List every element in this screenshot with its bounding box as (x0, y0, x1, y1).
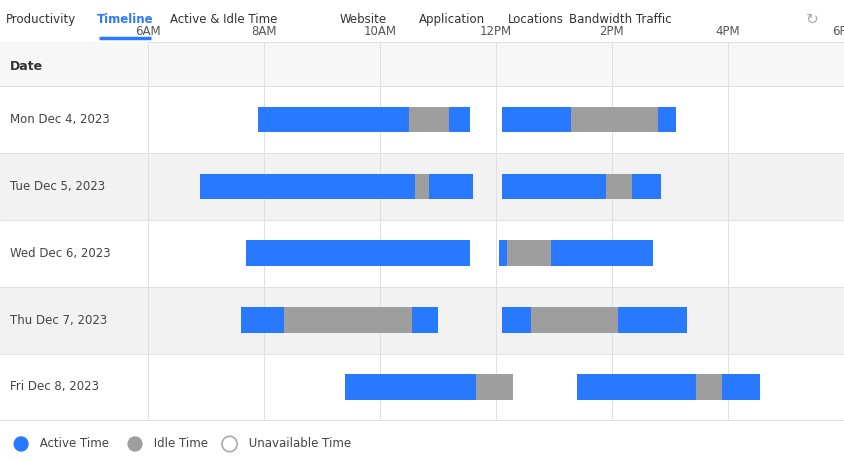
Bar (148, 86, 844, 153)
Bar (722, 374, 760, 400)
Bar (0, 86, 148, 153)
Bar (501, 106, 571, 132)
Text: Fri Dec 8, 2023: Fri Dec 8, 2023 (10, 380, 100, 394)
Bar (449, 106, 470, 132)
Text: Tue Dec 5, 2023: Tue Dec 5, 2023 (10, 180, 106, 193)
Ellipse shape (14, 436, 29, 452)
Text: Bandwidth Traffic: Bandwidth Traffic (569, 12, 672, 25)
Text: Active Time: Active Time (36, 437, 109, 450)
Text: Productivity: Productivity (5, 12, 76, 25)
Bar (632, 173, 661, 199)
Bar (345, 374, 475, 400)
Bar (414, 173, 429, 199)
Text: Date: Date (10, 60, 43, 73)
Bar (200, 173, 414, 199)
Text: Website: Website (339, 12, 387, 25)
Text: Unavailable Time: Unavailable Time (245, 437, 351, 450)
Bar (0, 287, 148, 354)
Bar (241, 307, 284, 333)
Bar (0, 354, 148, 420)
Bar (284, 307, 412, 333)
Bar (696, 374, 722, 400)
Text: Idle Time: Idle Time (150, 437, 208, 450)
Bar (148, 220, 844, 287)
Bar (246, 241, 470, 266)
Text: Thu Dec 7, 2023: Thu Dec 7, 2023 (10, 313, 107, 326)
Text: Locations: Locations (508, 12, 564, 25)
Bar (507, 241, 551, 266)
Bar (148, 42, 844, 86)
Bar (577, 374, 696, 400)
Bar (408, 106, 449, 132)
Bar (0, 153, 148, 220)
Bar (531, 307, 618, 333)
Text: ↻: ↻ (805, 12, 819, 27)
Bar (501, 173, 606, 199)
Bar (148, 354, 844, 420)
Text: Active & Idle Time: Active & Idle Time (170, 12, 278, 25)
Bar (551, 241, 652, 266)
Text: Mon Dec 4, 2023: Mon Dec 4, 2023 (10, 113, 110, 126)
Bar (148, 153, 844, 220)
Text: Application: Application (419, 12, 484, 25)
Bar (429, 173, 473, 199)
Bar (571, 106, 658, 132)
Bar (606, 173, 632, 199)
Bar (412, 307, 438, 333)
Text: Timeline: Timeline (96, 12, 154, 25)
Ellipse shape (127, 436, 143, 452)
Bar (258, 106, 408, 132)
Text: Wed Dec 6, 2023: Wed Dec 6, 2023 (10, 247, 111, 260)
Bar (0, 42, 148, 86)
Bar (658, 106, 676, 132)
Bar (148, 287, 844, 354)
Bar (499, 241, 507, 266)
Bar (501, 307, 531, 333)
Bar (475, 374, 513, 400)
Bar (0, 220, 148, 287)
Bar (618, 307, 687, 333)
